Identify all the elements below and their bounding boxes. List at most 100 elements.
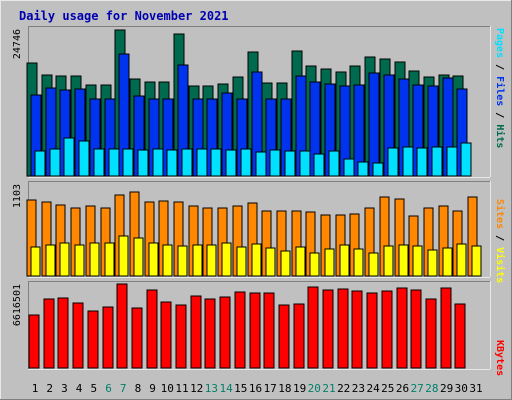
bar-visits-day-31 [471,245,482,277]
x-tick-label-day-4: 4 [76,382,83,395]
bar-kbytes-day-3 [57,297,69,369]
bar-pages-day-21 [328,150,340,177]
bars [26,191,482,277]
bar-kbytes-day-20 [307,286,319,369]
x-tick-label-day-16: 16 [249,382,262,395]
bar-kbytes-day-16 [249,292,261,369]
bar-visits-day-17 [265,247,276,277]
bar-kbytes-day-27 [410,289,422,369]
bar-visits-day-29 [442,247,453,277]
bar-visits-day-7 [118,235,129,277]
bar-pages-day-17 [269,149,281,177]
bar-kbytes-day-15 [234,291,246,369]
bar-pages-day-18 [284,150,296,177]
bar-visits-day-28 [427,249,438,277]
bar-visits-day-16 [251,243,262,277]
legend-part: Visits [494,247,506,283]
bar-kbytes-day-28 [425,298,437,369]
bar-kbytes-day-22 [337,288,349,369]
bar-visits-day-21 [324,248,335,277]
bar-kbytes-day-12 [190,295,202,369]
x-tick-label-day-21: 21 [322,382,335,395]
bar-visits-day-23 [353,248,364,277]
bar-visits-day-2 [45,244,56,277]
x-tick-label-day-11: 11 [175,382,188,395]
bar-visits-day-13 [206,244,217,277]
bar-visits-day-22 [339,244,350,277]
bar-kbytes-day-19 [293,303,305,369]
bar-pages-day-4 [78,140,90,177]
bar-pages-day-12 [196,148,208,177]
bar-kbytes-day-9 [146,289,158,369]
x-tick-label-day-13: 13 [205,382,218,395]
x-tick-label-day-23: 23 [352,382,365,395]
bar-kbytes-day-23 [351,290,363,369]
bar-kbytes-day-8 [131,307,143,369]
x-tick-label-day-9: 9 [149,382,156,395]
x-tick-label-day-27: 27 [411,382,424,395]
bar-kbytes-day-10 [160,301,172,369]
x-tick-label-day-25: 25 [381,382,394,395]
bar-kbytes-day-13 [204,298,216,369]
legend-part: / [494,229,505,247]
panel-legend: Pages / Files / Hits [494,28,506,148]
bar-pages-day-5 [93,148,105,177]
bar-kbytes-day-11 [175,304,187,369]
bar-visits-day-1 [30,246,41,277]
bar-visits-day-30 [456,243,467,277]
x-tick-label-day-24: 24 [366,382,380,395]
bar-kbytes-day-18 [278,304,290,369]
bar-kbytes-day-21 [322,289,334,369]
panel-legend: Sites / Visits [494,199,506,283]
bar-kbytes-day-17 [263,292,275,369]
x-tick-label-day-5: 5 [90,382,97,395]
x-tick-label-day-15: 15 [234,382,247,395]
bar-visits-day-4 [74,244,85,277]
bar-visits-day-26 [398,244,409,277]
bar-visits-day-9 [148,242,159,277]
bar-pages-day-13 [210,148,222,177]
bar-pages-day-28 [431,146,443,177]
bar-kbytes-day-4 [72,302,84,369]
legend-part: Files [494,76,506,106]
bar-pages-day-26 [402,146,414,177]
x-tick-label-day-19: 19 [293,382,306,395]
bars [28,283,466,369]
bar-pages-day-23 [357,161,369,177]
bar-visits-day-14 [221,242,232,277]
x-tick-label-day-3: 3 [61,382,68,395]
bar-pages-day-25 [387,147,399,177]
legend-part: Sites [494,199,506,229]
bar-visits-day-19 [295,246,306,277]
bar-kbytes-day-25 [381,290,393,369]
x-tick-label-day-29: 29 [440,382,453,395]
bar-kbytes-day-1 [28,314,40,369]
bar-pages-day-9 [152,148,164,177]
x-tick-label-day-20: 20 [308,382,321,395]
bar-pages-day-22 [343,158,355,177]
bar-visits-day-10 [162,244,173,277]
panel-requests: 24746 Pages / Files / Hits [12,26,506,178]
x-tick-label-day-1: 1 [32,382,39,395]
bars [26,29,472,177]
bar-kbytes-day-14 [219,296,231,369]
panel-visitors: 1103 Sites / Visits [12,181,506,283]
panel-volume: 6616501 KBytes [12,281,505,376]
panel-max-label: 6616501 [12,284,23,326]
panel-max-label: 1103 [12,184,23,208]
bar-kbytes-day-5 [87,310,99,369]
bar-pages-day-15 [240,148,252,177]
bar-pages-day-29 [446,146,458,177]
bar-visits-day-11 [177,245,188,277]
x-tick-label-day-30: 30 [455,382,468,395]
bar-visits-day-20 [309,252,320,277]
bar-kbytes-day-30 [454,303,466,369]
x-tick-label-day-31: 31 [469,382,482,395]
x-tick-label-day-2: 2 [46,382,53,395]
chart-panels: 24746 Pages / Files / Hits 1103 Sites / Vis… [12,26,506,376]
bar-visits-day-18 [280,250,291,277]
bar-visits-day-8 [133,237,144,277]
bar-visits-day-25 [383,245,394,277]
panel-legend: KBytes [494,340,505,376]
x-tick-label-day-6: 6 [105,382,112,395]
